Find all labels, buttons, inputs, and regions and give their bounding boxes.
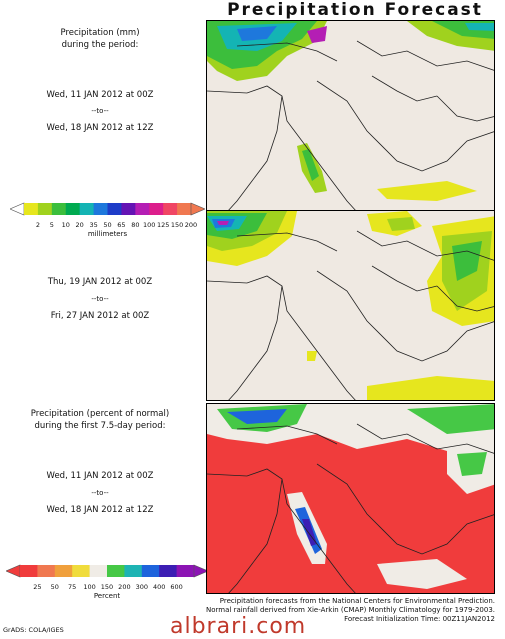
map-panel-percent-normal (206, 403, 495, 594)
pct-colorbar-swatch (37, 565, 56, 577)
footer-credit-line2: Normal rainfall derived from Xie-Arkin (… (206, 606, 495, 614)
panel1-heading-line1: Precipitation (mm) (60, 28, 140, 38)
mm-colorbar-swatch (149, 203, 164, 215)
colorbar-percent-swatches (5, 564, 209, 578)
mm-colorbar-tick-label: 50 (103, 221, 112, 229)
pct-colorbar-tick-label: 600 (170, 583, 183, 591)
page-title: Precipitation Forecast (227, 0, 483, 20)
mm-colorbar-tick-label: 200 (184, 221, 198, 229)
pct-colorbar-right-arrow (193, 564, 209, 578)
mm-colorbar-swatch (24, 203, 39, 215)
mm-colorbar-swatch (121, 203, 136, 215)
pct-colorbar-left-arrow (5, 564, 21, 578)
pct-colorbar-tick-label: 300 (135, 583, 149, 591)
panel3-to: --to-- (91, 489, 109, 497)
colorbar-mm-ticks: 2 5 10 20 35 50 65 80 100 125 150 200 (10, 221, 205, 230)
panel1-start-date: Wed, 11 JAN 2012 at 00Z (46, 90, 154, 100)
pct-colorbar-tick-label: 400 (152, 583, 166, 591)
mm-colorbar-swatch (51, 203, 67, 215)
mm-colorbar-tick-label: 100 (143, 221, 156, 229)
pct-colorbar-tick-label: 100 (83, 583, 96, 591)
pct-colorbar-swatch (176, 565, 195, 577)
mm-colorbar-swatch (37, 203, 53, 215)
mm-colorbar-swatch (177, 203, 192, 215)
mm-colorbar-left-arrow (9, 202, 25, 216)
mm-colorbar-swatch (93, 203, 108, 215)
panel3-heading-line2: during the first 7.5-day period: (34, 421, 166, 431)
panel2-start-date: Thu, 19 JAN 2012 at 00Z (47, 277, 153, 287)
panel3-heading-line1: Precipitation (percent of normal) (30, 409, 170, 419)
pct-colorbar-swatch (20, 565, 38, 577)
footer-credit-line1: Precipitation forecasts from the Nationa… (219, 597, 495, 605)
pct-colorbar-tick-label: 200 (118, 583, 131, 591)
mm-colorbar-tick-label: 150 (170, 221, 184, 229)
panel2-end-date: Fri, 27 JAN 2012 at 00Z (50, 311, 150, 321)
pct-colorbar-swatch (89, 565, 108, 577)
pct-colorbar-swatch (72, 565, 91, 577)
mm-colorbar-tick-label: 35 (89, 221, 98, 229)
pct-colorbar-swatch (107, 565, 125, 577)
panel3-start-date: Wed, 11 JAN 2012 at 00Z (46, 471, 154, 481)
panel1-heading-line2: during the period: (61, 40, 139, 50)
colorbar-mm-unit: millimeters (87, 230, 128, 238)
colorbar-percent-unit: Percent (93, 592, 121, 600)
pct-colorbar-swatch (159, 565, 178, 577)
mm-colorbar-tick-label: 125 (156, 221, 170, 229)
pct-colorbar-swatch (141, 565, 160, 577)
mm-colorbar-tick-label: 20 (75, 221, 84, 229)
mm-colorbar-tick-label: 2 (35, 221, 40, 229)
mm-colorbar-swatch (79, 203, 95, 215)
map-panel-precip-week1 (206, 20, 495, 211)
mm-colorbar-tick-label: 80 (131, 221, 140, 229)
watermark: albrari.com (170, 614, 307, 639)
pct-colorbar-swatch (124, 565, 143, 577)
mm-colorbar-swatch (163, 203, 178, 215)
panel1-end-date: Wed, 18 JAN 2012 at 12Z (46, 123, 154, 133)
mm-colorbar-swatch (135, 203, 150, 215)
pct-colorbar-tick-label: 75 (68, 583, 77, 591)
pct-colorbar-tick-label: 50 (50, 583, 59, 591)
mm-colorbar-tick-label: 65 (117, 221, 126, 229)
mm-colorbar-right-arrow (190, 202, 206, 216)
mm-colorbar-swatch (107, 203, 122, 215)
panel2-to: --to-- (91, 295, 109, 303)
footer-init-time: Forecast Initialization Time: 00Z11JAN20… (344, 615, 495, 623)
panel3-end-date: Wed, 18 JAN 2012 at 12Z (46, 505, 154, 515)
colorbar-mm: 2 5 10 20 35 50 65 80 100 125 150 200 millimeters (9, 201, 206, 238)
mm-colorbar-swatch (65, 203, 81, 215)
map-panel-precip-week2 (206, 210, 495, 401)
pct-colorbar-swatch (54, 565, 73, 577)
mm-colorbar-tick-label: 5 (49, 221, 54, 229)
colorbar-mm-swatches (9, 202, 206, 216)
grads-credit: GrADS: COLA/IGES (3, 626, 64, 634)
pct-colorbar-tick-label: 150 (100, 583, 114, 591)
colorbar-percent-ticks: 25 50 75 100 150 200 300 400 600 (6, 583, 208, 592)
panel1-to: --to-- (91, 107, 109, 115)
colorbar-percent: 25 50 75 100 150 200 300 400 600 Percent (5, 563, 209, 600)
pct-colorbar-tick-label: 25 (33, 583, 42, 591)
mm-colorbar-tick-label: 10 (61, 221, 70, 229)
